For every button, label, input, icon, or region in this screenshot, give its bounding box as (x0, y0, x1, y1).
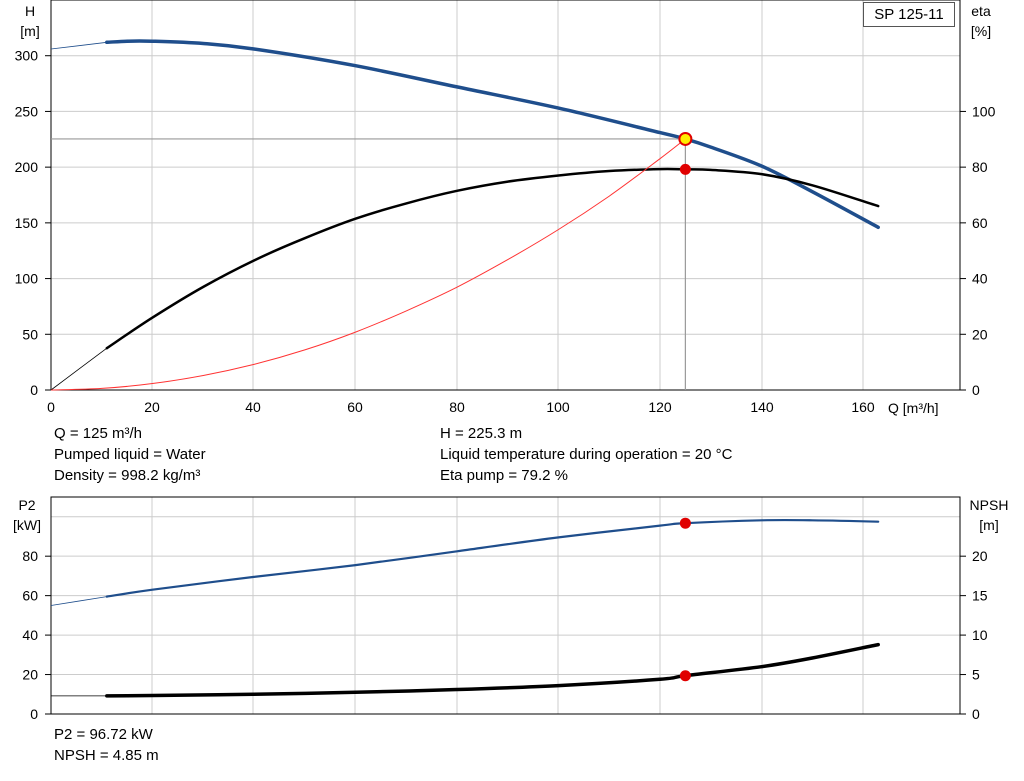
head-axis-unit: [m] (20, 23, 39, 39)
info-power: P2 = 96.72 kW (54, 726, 153, 743)
x-tick-label: 80 (449, 399, 465, 415)
bottom-right-tick-label: 15 (972, 588, 988, 604)
system-curve (50, 138, 686, 391)
info-flow: Q = 125 m³/h (54, 425, 142, 442)
bottom-right-tick-label: 20 (972, 548, 988, 564)
bottom-left-tick-label: 60 (22, 588, 38, 604)
x-tick-label: 100 (546, 399, 570, 415)
top-right-tick-label: 60 (972, 215, 988, 231)
top-plot-frame (50, 0, 961, 391)
top-left-tick-label: 100 (15, 271, 39, 287)
bottom-left-tick-label: 20 (22, 667, 38, 683)
npsh-axis-unit: [m] (979, 517, 998, 533)
top-left-tick-label: 0 (30, 382, 38, 398)
x-tick-label: 0 (47, 399, 55, 415)
operating-point-npsh (679, 670, 691, 682)
bottom-plot-frame (50, 496, 961, 715)
p2-curve (105, 518, 880, 598)
power-axis-unit: [kW] (13, 517, 41, 533)
info-density: Density = 998.2 kg/m³ (54, 467, 201, 484)
eta-axis-label: eta (971, 3, 991, 19)
head-curve (105, 39, 880, 230)
p2-curve-extension (50, 596, 107, 606)
bottom-right-tick-label: 10 (972, 627, 988, 643)
bottom-right-tick-label: 5 (972, 667, 980, 683)
operating-point-head (678, 131, 693, 146)
x-tick-label: 60 (347, 399, 363, 415)
eta-curve (105, 167, 880, 350)
operating-point-eta (679, 163, 691, 175)
top-right-tick-label: 0 (972, 382, 980, 398)
info-head: H = 225.3 m (440, 425, 523, 442)
top-left-tick-label: 50 (22, 326, 38, 342)
npsh-curve (105, 642, 880, 698)
npsh-axis-label: NPSH (970, 497, 1009, 513)
x-tick-label: 20 (144, 399, 160, 415)
top-right-tick-label: 40 (972, 271, 988, 287)
operating-point-power (679, 517, 691, 529)
top-left-tick-label: 200 (15, 159, 39, 175)
bottom-left-tick-label: 0 (30, 706, 38, 722)
eta-curve-extension (50, 347, 108, 391)
eta-axis-unit: [%] (971, 23, 991, 39)
bottom-left-tick-label: 80 (22, 548, 38, 564)
x-tick-label: 120 (648, 399, 672, 415)
top-right-tick-label: 100 (972, 103, 996, 119)
info-temperature: Liquid temperature during operation = 20… (440, 446, 733, 463)
top-right-tick-label: 80 (972, 159, 988, 175)
head-axis-label: H (25, 3, 35, 19)
flow-axis-label: Q [m³/h] (888, 400, 939, 416)
info-liquid: Pumped liquid = Water (54, 446, 206, 463)
power-axis-label: P2 (18, 497, 35, 513)
head-curve-extension (50, 41, 107, 50)
x-tick-label: 160 (851, 399, 875, 415)
x-tick-label: 40 (245, 399, 261, 415)
x-tick-label: 140 (750, 399, 774, 415)
top-left-tick-label: 250 (15, 103, 39, 119)
bottom-left-tick-label: 40 (22, 627, 38, 643)
pump-name-box: SP 125-11 (863, 2, 955, 27)
top-left-tick-label: 300 (15, 48, 39, 64)
bottom-right-tick-label: 0 (972, 706, 980, 722)
info-eta: Eta pump = 79.2 % (440, 467, 568, 484)
top-left-tick-label: 150 (15, 215, 39, 231)
info-npsh: NPSH = 4.85 m (54, 747, 159, 764)
top-right-tick-label: 20 (972, 326, 988, 342)
